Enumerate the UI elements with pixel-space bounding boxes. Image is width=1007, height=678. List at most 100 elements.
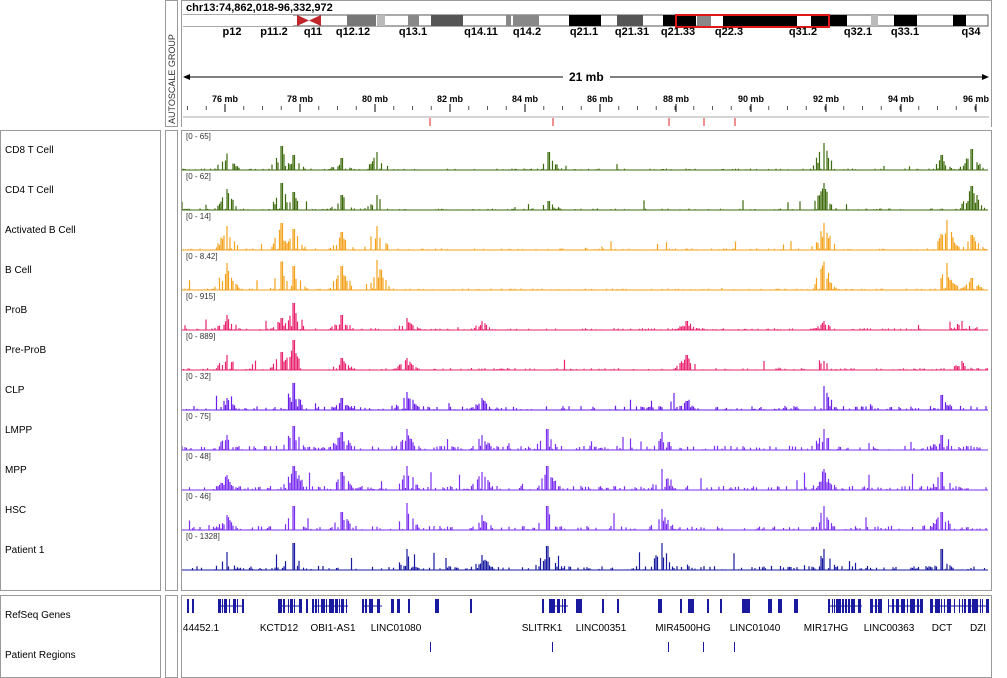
signal-tracks[interactable] — [182, 131, 990, 590]
ruler-tick-label: 80 mb — [361, 94, 389, 104]
ideogram-band — [213, 15, 253, 26]
signal-bars — [188, 466, 987, 490]
gene-exon — [576, 599, 582, 613]
ruler-tick-label: 86 mb — [586, 94, 614, 104]
track-data-range: [0 - 1328] — [186, 532, 220, 541]
centromere-p — [297, 15, 309, 26]
gene-exon — [280, 599, 282, 613]
track-name-panel-feature — [0, 595, 161, 678]
autoscale-group-label: AUTOSCALE GROUP — [167, 34, 177, 124]
gene-label[interactable]: DZI — [969, 623, 987, 634]
gene-exon — [834, 599, 835, 613]
ideogram-band — [871, 15, 878, 26]
gene-exon — [323, 599, 325, 613]
gene-exon — [222, 599, 223, 613]
gene-exon — [557, 599, 559, 613]
track-name[interactable]: LMPP — [5, 425, 33, 436]
gene-exon — [617, 599, 619, 613]
gene-label[interactable]: MIR17HG — [803, 623, 849, 634]
signal-bars — [182, 260, 984, 290]
band-label: q32.1 — [843, 26, 873, 38]
ideogram-band — [617, 15, 643, 26]
gene-exon — [742, 599, 750, 613]
track-name[interactable]: HSC — [5, 505, 27, 516]
gene-exon — [542, 599, 544, 613]
patient-region — [703, 642, 704, 652]
track-name[interactable]: CD4 T Cell — [5, 185, 54, 196]
ruler-tick-label: 96 mb — [962, 94, 990, 104]
gene-exon — [950, 599, 951, 613]
track-name-patient-regions[interactable]: Patient Regions — [5, 650, 76, 661]
gene-label[interactable]: SLITRK1 — [521, 623, 563, 634]
track-name[interactable]: ProB — [5, 305, 28, 316]
gene-exon — [910, 599, 912, 613]
track-name[interactable]: Activated B Cell — [5, 225, 76, 236]
gene-label[interactable]: OBI1-AS1 — [310, 623, 356, 634]
span-label: 21 mb — [563, 70, 610, 84]
band-label: q21.1 — [569, 26, 599, 38]
track-name[interactable]: Pre-ProB — [5, 345, 47, 356]
track-name[interactable]: Patient 1 — [5, 545, 45, 556]
gene-exon — [602, 599, 604, 613]
gene-exon — [346, 599, 347, 613]
chromosome-ideogram[interactable] — [183, 14, 989, 28]
track-name[interactable]: CLP — [5, 385, 25, 396]
track-name[interactable]: MPP — [5, 465, 27, 476]
gene-exon — [470, 599, 472, 613]
attribute-panel-data — [165, 130, 178, 591]
gene-exon — [938, 599, 940, 613]
refseq-gene-track[interactable] — [182, 596, 990, 676]
gene-label[interactable]: LINC01080 — [370, 623, 422, 634]
ruler-tick-label: 76 mb — [211, 94, 239, 104]
gene-label[interactable]: KCTD12 — [259, 623, 299, 634]
gene-exon — [306, 599, 308, 613]
gene-label[interactable]: LINC00363 — [863, 623, 915, 634]
gene-exon — [896, 599, 899, 613]
gene-label[interactable]: 44452.1 — [182, 623, 220, 634]
band-label: q12.12 — [335, 26, 371, 38]
gene-label[interactable]: LINC01040 — [729, 623, 781, 634]
gene-exon — [848, 599, 850, 613]
band-label: q31.2 — [788, 26, 818, 38]
signal-bars — [182, 340, 989, 370]
gene-exon — [318, 599, 319, 613]
ideogram-band — [506, 15, 511, 26]
gene-exon — [680, 599, 682, 613]
gene-exon — [972, 599, 975, 613]
gene-exon — [768, 599, 772, 613]
track-data-range: [0 - 8.42] — [186, 252, 218, 261]
signal-bars — [182, 426, 981, 450]
patient-region — [430, 642, 431, 652]
gene-exon — [226, 599, 227, 613]
gene-exon — [907, 599, 908, 613]
gene-exon — [917, 599, 919, 613]
gene-exon — [372, 599, 373, 613]
band-label: p11.2 — [260, 26, 288, 38]
gene-label[interactable]: DCT — [931, 623, 953, 634]
gene-label[interactable]: LINC00351 — [575, 623, 627, 634]
feature-panel — [181, 595, 992, 678]
span-arrow-left — [183, 74, 190, 80]
track-name[interactable]: B Cell — [5, 265, 32, 276]
band-label: q13.1 — [398, 26, 428, 38]
gene-exon — [329, 599, 331, 613]
ruler[interactable] — [183, 104, 989, 128]
gene-exon — [187, 599, 189, 613]
track-name-refseq[interactable]: RefSeq Genes — [5, 610, 71, 621]
gene-exon — [860, 599, 861, 613]
track-name[interactable]: CD8 T Cell — [5, 145, 54, 156]
locus-label: chr13:74,862,018-96,332,972 — [186, 2, 333, 14]
gene-label[interactable]: MIR4500HG — [655, 623, 711, 634]
band-label: q11 — [303, 26, 323, 38]
gene-exon — [832, 599, 833, 613]
gene-exon — [944, 599, 945, 613]
gene-exon — [881, 599, 882, 613]
track-cd8-t-cell — [182, 143, 988, 171]
gene-exon — [688, 599, 694, 613]
gene-exon — [278, 599, 281, 613]
gene-exon — [977, 599, 978, 613]
gene-exon — [233, 599, 236, 613]
band-label: q33.1 — [890, 26, 920, 38]
ruler-tick-label: 88 mb — [662, 94, 690, 104]
signal-bars — [185, 383, 987, 410]
